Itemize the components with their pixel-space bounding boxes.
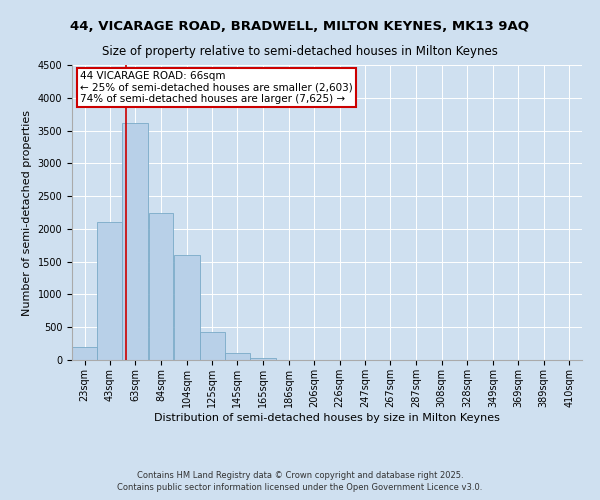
Bar — [225, 353, 250, 360]
Text: Size of property relative to semi-detached houses in Milton Keynes: Size of property relative to semi-detach… — [102, 45, 498, 58]
Bar — [250, 358, 276, 360]
Bar — [97, 222, 122, 360]
Y-axis label: Number of semi-detached properties: Number of semi-detached properties — [22, 110, 32, 316]
Bar — [174, 255, 200, 360]
X-axis label: Distribution of semi-detached houses by size in Milton Keynes: Distribution of semi-detached houses by … — [154, 412, 500, 422]
Bar — [122, 122, 148, 360]
Bar — [200, 332, 224, 360]
Bar — [72, 347, 97, 360]
Text: Contains HM Land Registry data © Crown copyright and database right 2025.
Contai: Contains HM Land Registry data © Crown c… — [118, 471, 482, 492]
Text: 44 VICARAGE ROAD: 66sqm
← 25% of semi-detached houses are smaller (2,603)
74% of: 44 VICARAGE ROAD: 66sqm ← 25% of semi-de… — [80, 71, 352, 104]
Bar — [149, 212, 173, 360]
Text: 44, VICARAGE ROAD, BRADWELL, MILTON KEYNES, MK13 9AQ: 44, VICARAGE ROAD, BRADWELL, MILTON KEYN… — [71, 20, 530, 33]
